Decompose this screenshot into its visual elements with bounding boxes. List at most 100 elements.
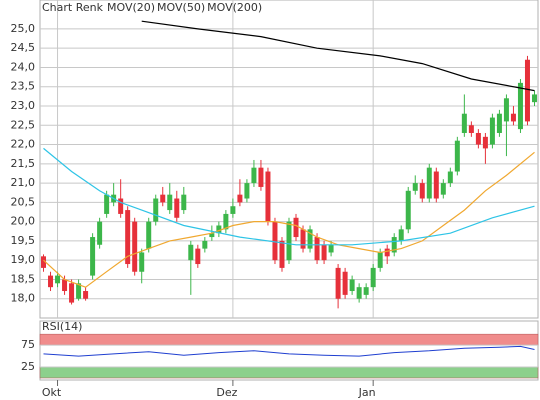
candle-body [307,229,313,249]
y-tick-label: 19,5 [11,234,36,247]
candle-body [153,198,159,222]
y-tick-label: 23,5 [11,80,36,93]
candle-body [62,279,68,292]
candle-body [440,183,446,195]
candle-body [216,225,222,234]
candle-body [258,167,264,187]
candle-body [251,167,257,184]
candle-body [398,229,404,241]
candle-body [223,213,229,230]
x-tick-label: Okt [42,386,62,399]
candle-body [76,283,82,299]
candle-body [349,279,355,292]
candle-body [524,59,530,122]
candle-body [510,113,516,122]
candle-body [146,221,152,249]
candle-body [90,237,96,276]
candle-body [69,283,75,303]
rsi-band [39,366,539,379]
candle-body [356,287,362,299]
candle-body [321,244,327,261]
legend-entry: MOV(200) [207,1,262,14]
candle-body [468,125,474,133]
legend-entry: MOV(50) [157,1,205,14]
candle-body [41,256,47,268]
candle-body [342,271,348,295]
y-tick-label: 23,0 [11,99,36,112]
candle-body [461,113,467,133]
candle-body [272,221,278,261]
moving-average [141,20,535,92]
y-tick-label: 21,0 [11,176,36,189]
y-tick-label: 24,5 [11,41,36,54]
y-tick-label: 20,5 [11,195,36,208]
candle-body [503,98,509,122]
candle-body [202,240,208,249]
y-tick-label: 18,5 [11,272,36,285]
candle-body [489,117,495,145]
candle-body [433,171,439,199]
candle-body [237,194,243,203]
y-tick-label: 25,0 [11,22,36,35]
candle-body [454,140,460,172]
candle-body [419,183,425,199]
candle-body [328,244,334,253]
x-tick-label: Dez [216,386,237,399]
moving-average [43,147,535,246]
candle-body [188,244,194,261]
candle-body [209,233,215,238]
candle-body [426,167,432,199]
y-tick-label: 24,0 [11,60,36,73]
candle-body [160,194,166,203]
candle-body [335,267,341,299]
candle-body [181,194,187,211]
rsi-band [39,333,539,346]
candle-body [279,240,285,268]
candle-body [496,113,502,133]
candle-body [391,237,397,253]
legend-entry: MOV(20) [107,1,155,14]
candle-body [83,291,89,299]
y-tick-label: 75 [21,338,35,351]
candle-body [363,287,369,295]
price-panel: 18,0 18,5 19,0 19,5 20,0 20,5 21,0 21,5 22,0 22,5… [11,0,539,319]
candle-body [447,171,453,184]
candle-body [531,94,537,103]
y-tick-label: 20,0 [11,215,36,228]
candle-body [370,267,376,288]
y-tick-label: 19,0 [11,253,36,266]
candle-body [97,221,103,245]
candle-body [300,229,306,249]
x-tick-label: Jan [358,386,376,399]
y-tick-label: 25 [21,360,35,373]
candle-body [125,210,131,265]
candle-body [195,248,201,265]
rsi-panel: 25 75 RSI(14) [21,320,539,381]
candle-body [405,190,411,230]
rsi-line [43,345,535,357]
rsi-title: RSI(14) [42,320,82,333]
candle-body [412,183,418,191]
y-tick-label: 22,0 [11,138,36,151]
candle-body [48,275,54,288]
candle-body [118,198,124,214]
candle-body [377,252,383,268]
legend-entry: Chart Renk [42,1,104,14]
candle-body [293,217,299,238]
candle-body [104,194,110,214]
candle-body [314,237,320,261]
candle-body [230,206,236,214]
candle-body [482,136,488,149]
candle-body [139,252,145,272]
moving-average [43,151,535,288]
candle-body [265,171,271,222]
y-tick-label: 22,5 [11,118,36,131]
candle-body [475,132,481,145]
candle-body [286,221,292,261]
candle-body [244,183,250,199]
y-tick-label: 21,5 [11,157,36,170]
candle-body [132,221,138,272]
candle-body [167,194,173,211]
y-tick-label: 18,0 [11,292,36,305]
